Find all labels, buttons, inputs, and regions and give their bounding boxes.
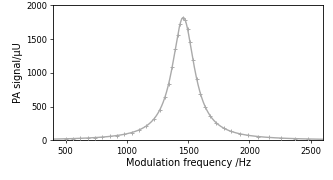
Y-axis label: PA signal/μU: PA signal/μU (13, 42, 23, 103)
X-axis label: Modulation frequency /Hz: Modulation frequency /Hz (126, 158, 251, 168)
